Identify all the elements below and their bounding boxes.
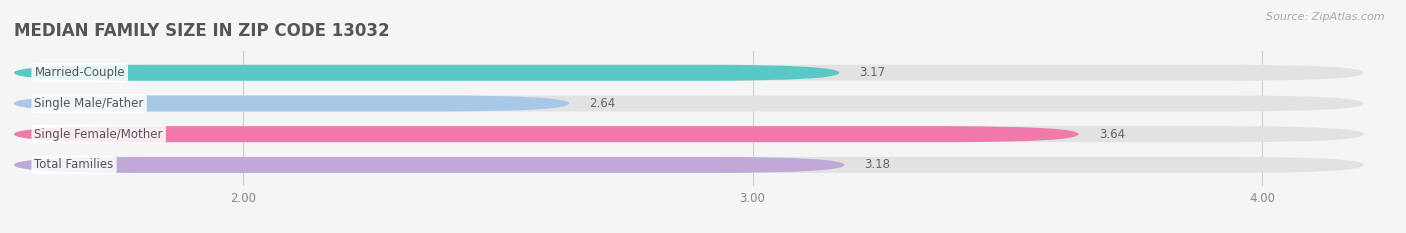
Text: Single Female/Mother: Single Female/Mother (34, 128, 163, 141)
FancyBboxPatch shape (14, 96, 1364, 111)
FancyBboxPatch shape (14, 126, 1364, 142)
FancyBboxPatch shape (14, 126, 1078, 142)
FancyBboxPatch shape (14, 157, 1364, 173)
Text: 3.17: 3.17 (859, 66, 886, 79)
Text: Source: ZipAtlas.com: Source: ZipAtlas.com (1267, 12, 1385, 22)
Text: Single Male/Father: Single Male/Father (34, 97, 143, 110)
Text: Total Families: Total Families (34, 158, 114, 171)
Text: 3.64: 3.64 (1099, 128, 1125, 141)
FancyBboxPatch shape (14, 65, 1364, 81)
Text: 2.64: 2.64 (589, 97, 616, 110)
Text: MEDIAN FAMILY SIZE IN ZIP CODE 13032: MEDIAN FAMILY SIZE IN ZIP CODE 13032 (14, 22, 389, 41)
Text: Married-Couple: Married-Couple (34, 66, 125, 79)
Text: 3.18: 3.18 (865, 158, 890, 171)
FancyBboxPatch shape (14, 96, 569, 111)
FancyBboxPatch shape (14, 65, 839, 81)
FancyBboxPatch shape (14, 157, 844, 173)
